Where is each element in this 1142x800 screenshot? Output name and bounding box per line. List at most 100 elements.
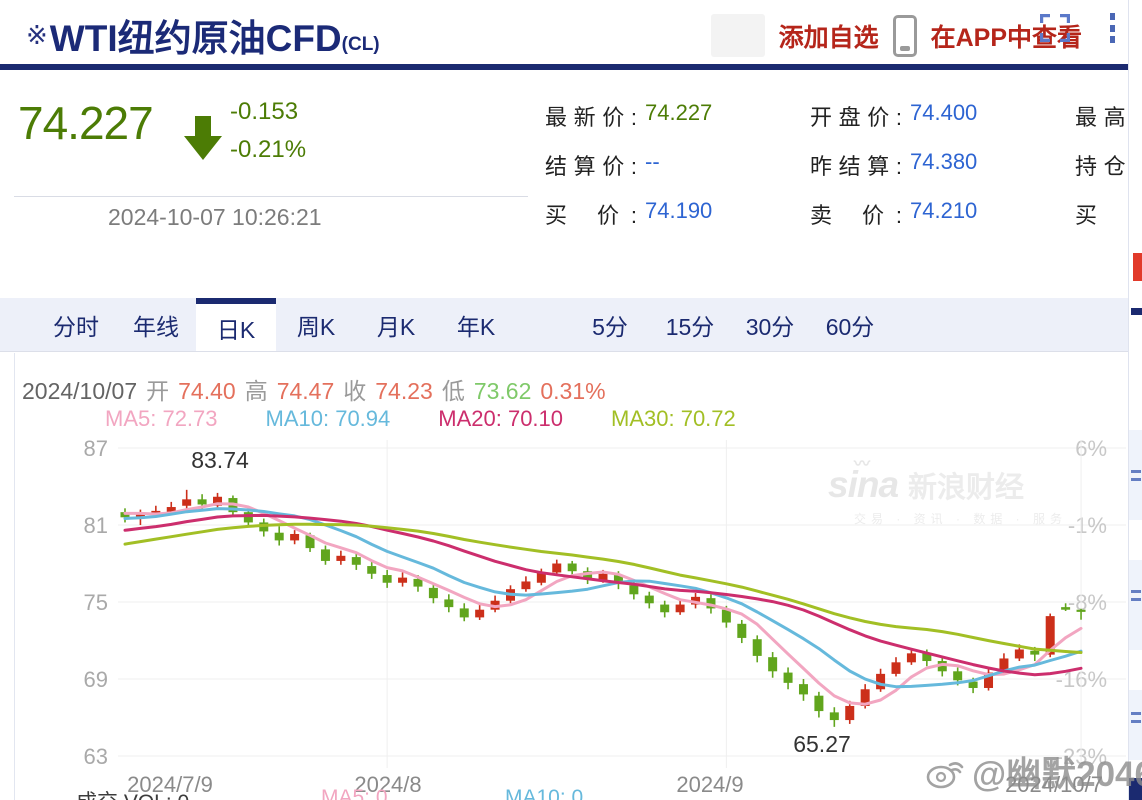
candle-body	[783, 672, 793, 683]
title-wrap: ※ WTI纽约原油CFD (CL)	[26, 8, 380, 62]
candle-body	[536, 572, 546, 583]
tab-15分[interactable]: 15分	[665, 313, 715, 340]
tab-分时[interactable]: 分时	[53, 313, 99, 340]
quote-cell: 最新价: 74.227	[545, 100, 712, 132]
candle-body	[798, 684, 808, 695]
ma-segment: MA10: 70.94	[265, 406, 391, 431]
candle-body	[1014, 649, 1024, 659]
quote-label: 卖 价:	[810, 203, 902, 228]
page-title: WTI纽约原油CFD	[49, 18, 342, 59]
tab-年线[interactable]: 年线	[133, 313, 179, 340]
volume-segment: 成交 VOL: 0	[76, 786, 189, 800]
candle-body	[475, 609, 485, 618]
ohlc-segment: 74.40	[178, 378, 236, 404]
tab-30分[interactable]: 30分	[745, 313, 795, 340]
tab-月K[interactable]: 月K	[376, 313, 416, 340]
ma-segment: MA30: 70.72	[611, 406, 736, 431]
last-price: 74.227	[18, 97, 154, 149]
candle-body	[891, 662, 901, 674]
period-tab-bar: 分时 年线 日K 周K 月K 年K 5分 15分 30分 60分	[0, 298, 1128, 352]
phone-icon	[892, 14, 917, 57]
candle-body	[613, 575, 623, 585]
ma-segment: MA5: 72.73	[105, 406, 218, 431]
right-axis-label: -1%	[1068, 513, 1107, 538]
tab-60分[interactable]: 60分	[825, 313, 875, 340]
candle-body	[752, 639, 762, 656]
candle-body	[243, 512, 253, 523]
candle-body	[814, 695, 824, 712]
tab-日K[interactable]: 日K	[196, 298, 276, 351]
right-axis-label: 6%	[1075, 436, 1107, 461]
more-options-kebab-icon[interactable]	[1106, 13, 1118, 43]
candle-body	[644, 595, 654, 604]
y-axis-label: 63	[84, 744, 108, 769]
header: ※ WTI纽约原油CFD (CL) 添加自选 在APP中查看	[0, 0, 1142, 70]
ma5-line	[123, 502, 1083, 706]
right-strip-red-marker	[1133, 253, 1142, 281]
y-axis-label: 87	[84, 436, 108, 461]
candle-body	[182, 499, 192, 506]
right-axis-label: -8%	[1068, 590, 1107, 615]
reference-mark-icon: ※	[26, 20, 48, 50]
ma20-line	[123, 513, 1083, 677]
header-divider	[0, 64, 1142, 70]
quote-cell: 卖 价: 74.210	[810, 198, 977, 230]
quote-value: 74.400	[910, 100, 978, 125]
candle-body	[721, 609, 731, 623]
ohlc-segment: 低	[441, 378, 465, 404]
candle-body	[691, 596, 701, 605]
candle-body	[629, 585, 639, 595]
candle-body	[1030, 650, 1040, 655]
x-axis-label: 2024/7/9	[127, 772, 213, 797]
ohlc-segment: 74.23	[375, 378, 433, 404]
candle-body	[953, 671, 963, 681]
candle-body	[860, 689, 870, 706]
tab-周K[interactable]: 周K	[296, 313, 336, 340]
candle-body	[135, 513, 145, 519]
add-watchlist-button[interactable]: 添加自选	[778, 23, 879, 52]
candle-body	[984, 672, 994, 688]
candle-body	[151, 510, 161, 514]
price-annotation: 65.27	[793, 731, 851, 757]
quote-value: 74.227	[645, 100, 713, 125]
watchlist-placeholder-box	[710, 14, 765, 57]
tab-年K[interactable]: 年K	[456, 313, 496, 340]
candle-body	[259, 522, 269, 532]
candle-body	[413, 578, 423, 587]
y-axis-label: 81	[84, 513, 108, 538]
candle-body	[1076, 609, 1086, 612]
candle-body	[305, 535, 315, 549]
price-down-arrow-icon	[184, 116, 222, 162]
candle-body	[398, 577, 408, 583]
quote-cell: 买 价: 74.190	[545, 198, 712, 230]
candle-body	[937, 661, 947, 672]
fullscreen-icon[interactable]	[1039, 13, 1071, 43]
x-axis-label: 2024/10/7	[1005, 772, 1103, 797]
candle-body	[598, 573, 608, 581]
ohlc-segment: 收	[343, 378, 367, 404]
candle-body	[706, 598, 716, 609]
ohlc-segment: 2024/10/07	[22, 378, 138, 404]
symbol-code: (CL)	[341, 34, 380, 55]
candle-body	[876, 673, 886, 690]
tab-5分[interactable]: 5分	[592, 313, 628, 340]
ohlc-segment: 73.62	[473, 378, 532, 404]
quote-label: 买 价:	[545, 203, 637, 228]
candle-body	[922, 653, 932, 662]
quote-timestamp: 2024-10-07 10:26:21	[108, 204, 322, 230]
candle-body	[336, 555, 346, 561]
candle-body	[1045, 616, 1055, 655]
quote-label: 最新价:	[545, 105, 637, 130]
candle-body	[845, 705, 855, 721]
price-divider	[14, 196, 528, 197]
quote-label: 昨结算:	[810, 154, 902, 179]
candle-body	[382, 575, 392, 583]
ohlc-segment: 高	[244, 378, 268, 404]
quote-label: 开盘价:	[810, 105, 902, 130]
view-in-app-link[interactable]: 在APP中查看	[930, 23, 1082, 52]
candle-body	[166, 507, 176, 513]
ohlc-segment: 开	[146, 378, 170, 404]
candle-body	[675, 604, 685, 613]
candle-body	[1061, 607, 1071, 610]
